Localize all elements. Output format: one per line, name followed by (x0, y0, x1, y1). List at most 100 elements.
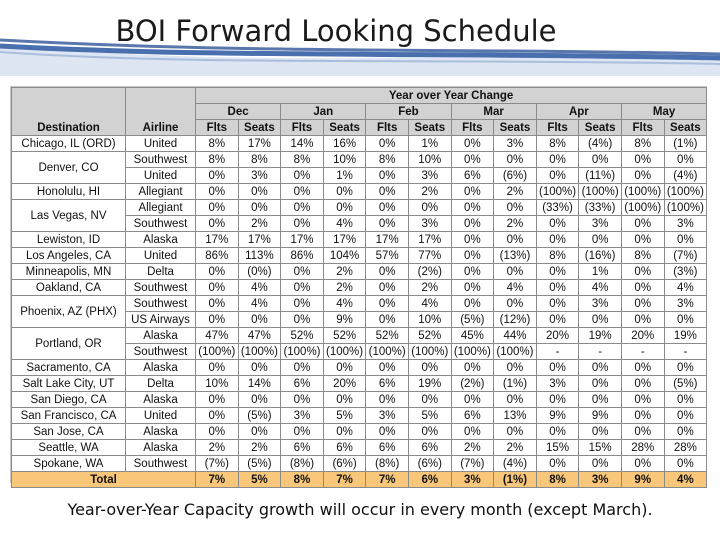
total-value-cell: 8% (535, 471, 580, 488)
table-row: Oakland, CA Southwest 0% 4% 0% 2% 0% 2% 0% 4% 0% 4%… (11, 279, 708, 296)
value-cell: 19% (407, 375, 452, 392)
airline-cell: Southwest (125, 151, 196, 168)
value-cell: 52% (407, 327, 452, 344)
value-cell: (2%) (450, 375, 495, 392)
value-cell: 57% (365, 247, 409, 264)
value-cell: 6% (407, 439, 452, 456)
value-cell: 19% (578, 327, 622, 344)
value-cell: (11%) (578, 167, 622, 184)
value-cell: 0% (407, 423, 452, 440)
month-header-mar: Mar (450, 103, 537, 120)
value-cell: 3% (237, 167, 282, 184)
value-cell: 8% (237, 151, 282, 168)
value-cell: 17% (407, 231, 452, 248)
value-cell: 4% (322, 215, 367, 232)
value-cell: 52% (322, 327, 367, 344)
value-cell: 0% (450, 199, 495, 216)
value-cell: 5% (407, 407, 452, 424)
value-cell: - (535, 343, 580, 360)
value-cell: 0% (280, 279, 324, 296)
value-cell: 0% (578, 311, 622, 328)
total-label: Total (11, 471, 196, 488)
destination-cell: Honolulu, HI (11, 183, 126, 200)
value-cell: 2% (195, 439, 239, 456)
value-cell: (7%) (450, 455, 495, 472)
value-cell: 0% (322, 359, 367, 376)
value-cell: 15% (578, 439, 622, 456)
value-cell: 0% (620, 231, 665, 248)
airline-cell: United (125, 247, 196, 264)
airline-cell: United (125, 135, 196, 152)
value-cell: (8%) (280, 455, 324, 472)
value-cell: 0% (620, 295, 665, 312)
value-cell: 2% (322, 279, 367, 296)
value-cell: 0% (195, 407, 239, 424)
destination-cell: Los Angeles, CA (11, 247, 126, 264)
destination-cell: San Jose, CA (11, 423, 126, 440)
value-cell: (2%) (407, 263, 452, 280)
value-cell: 52% (280, 327, 324, 344)
value-cell: (13%) (493, 247, 537, 264)
value-cell: 0% (450, 391, 495, 408)
value-cell: 0% (280, 167, 324, 184)
table-row: San Francisco, CA United 0% (5%) 3% 5% 3% 5% 6% 1… (11, 407, 708, 424)
value-cell: 0% (535, 167, 580, 184)
value-cell: 0% (195, 183, 239, 200)
destination-cell: Oakland, CA (11, 279, 126, 296)
total-value-cell: 4% (663, 471, 708, 488)
value-cell: 0% (535, 423, 580, 440)
value-cell: 0% (195, 295, 239, 312)
value-cell: 0% (280, 295, 324, 312)
airline-cell: United (125, 167, 196, 184)
value-cell: 2% (450, 439, 495, 456)
value-cell: 47% (237, 327, 282, 344)
value-cell: 0% (578, 375, 622, 392)
value-cell: - (578, 343, 622, 360)
value-cell: 47% (195, 327, 239, 344)
value-cell: - (663, 343, 708, 360)
table-row: United 0% 3% 0% 1% 0% 3% 6% (6%) 0% (11%) 0% (4%) (12, 167, 708, 184)
airline-cell: Alaska (125, 439, 196, 456)
value-cell: (100%) (280, 343, 324, 360)
value-cell: 4% (493, 279, 537, 296)
value-cell: 20% (322, 375, 367, 392)
value-cell: 0% (620, 167, 665, 184)
value-cell: 0% (195, 423, 239, 440)
slide-header-banner (0, 38, 720, 76)
airline-cell: Southwest (125, 215, 196, 232)
value-cell: 0% (195, 167, 239, 184)
seats-header-dec: Seats (237, 119, 282, 136)
total-value-cell: 3% (450, 471, 495, 488)
value-cell: 0% (620, 279, 665, 296)
value-cell: 15% (535, 439, 580, 456)
value-cell: 4% (322, 295, 367, 312)
value-cell: (33%) (535, 199, 580, 216)
value-cell: 113% (237, 247, 282, 264)
value-cell: 0% (493, 359, 537, 376)
value-cell: 0% (365, 279, 409, 296)
value-cell: 5% (322, 407, 367, 424)
value-cell: 52% (365, 327, 409, 344)
value-cell: 0% (493, 423, 537, 440)
value-cell: 10% (322, 151, 367, 168)
value-cell: 0% (663, 423, 708, 440)
value-cell: 3% (535, 375, 580, 392)
value-cell: 0% (280, 359, 324, 376)
value-cell: 4% (237, 295, 282, 312)
value-cell: 0% (237, 311, 282, 328)
destination-cell: Minneapolis, MN (11, 263, 126, 280)
value-cell: 0% (322, 391, 367, 408)
value-cell: 28% (663, 439, 708, 456)
table-row: Denver, CO Southwest 8% 8% 8% 10% 8% 10% 0% 0% 0% 0… (11, 151, 708, 184)
value-cell: (7%) (663, 247, 708, 264)
value-cell: (5%) (663, 375, 708, 392)
value-cell: 0% (620, 391, 665, 408)
flts-header-may: Flts (620, 119, 665, 136)
airline-cell: Southwest (125, 343, 196, 360)
value-cell: 0% (365, 135, 409, 152)
value-cell: 1% (578, 263, 622, 280)
airline-cell: Alaska (125, 327, 196, 344)
value-cell: (4%) (578, 135, 622, 152)
value-cell: 0% (365, 167, 409, 184)
value-cell: 0% (450, 135, 495, 152)
